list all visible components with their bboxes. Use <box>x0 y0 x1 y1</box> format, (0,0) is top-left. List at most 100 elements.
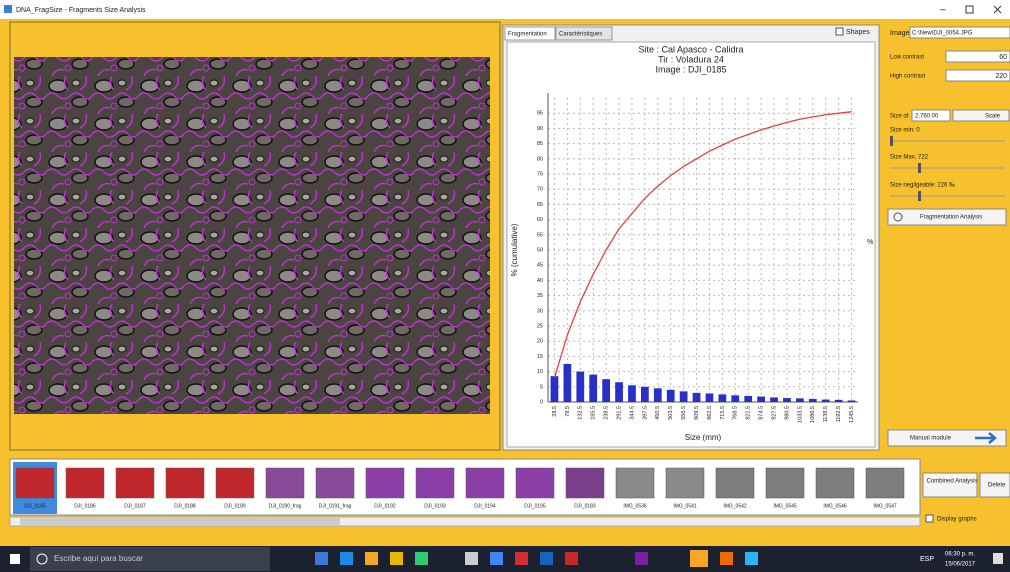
bar <box>628 385 636 402</box>
fragment-image <box>14 57 490 414</box>
label: Size negligeable: 226 ‰ <box>890 183 955 189</box>
thumbnail[interactable] <box>816 468 854 498</box>
y-tick-label: 30 <box>537 308 543 314</box>
y-tick-label: 25 <box>537 323 543 329</box>
bar <box>809 399 817 402</box>
thumbnail[interactable] <box>516 468 554 498</box>
x-tick-label: 980.5 <box>784 406 790 420</box>
button-label: Delete <box>988 483 1006 489</box>
label: Low contrast <box>890 55 924 61</box>
bar <box>667 390 675 402</box>
bar <box>641 387 649 402</box>
bar <box>576 372 584 402</box>
low-contrast-value: 60 <box>999 54 1007 61</box>
bar <box>757 397 765 402</box>
shapes-label: Shapes <box>846 29 870 36</box>
bar <box>796 398 804 402</box>
y-tick-label: 35 <box>537 293 543 299</box>
bar <box>835 400 843 402</box>
thumbnail[interactable] <box>316 468 354 498</box>
y-tick-label: 50 <box>537 247 543 253</box>
x-tick-label: 1139.5 <box>823 406 829 422</box>
combined-button[interactable] <box>923 473 977 497</box>
bar <box>770 397 778 402</box>
thumbnail[interactable] <box>616 468 654 498</box>
high-contrast-value: 220 <box>995 73 1007 80</box>
checkbox-label: Display graphs <box>937 517 977 523</box>
x-tick-label: 1086.5 <box>810 406 816 423</box>
bar <box>564 364 572 402</box>
x-tick-label: 185.5 <box>591 406 597 420</box>
thumbnail[interactable] <box>216 468 254 498</box>
thumbnail[interactable] <box>466 468 504 498</box>
thumbnail-label: IMG_0542 <box>723 503 747 509</box>
thumbnail[interactable] <box>766 468 804 498</box>
size-value: 2.760.00 <box>915 114 939 120</box>
y-tick-label: 75 <box>537 171 543 177</box>
search-text: Escribe aquí para buscar <box>54 554 143 563</box>
x-tick-label: 927.5 <box>771 406 777 420</box>
slider-thumb[interactable] <box>918 163 921 173</box>
y-tick-label: 95 <box>537 111 543 117</box>
slider-thumb[interactable] <box>918 191 921 201</box>
x-tick-label: 78.5 <box>565 406 571 417</box>
chart-title: Tir : Voladura 24 <box>658 54 724 64</box>
minimize[interactable]: – <box>940 5 946 16</box>
thumbnail-label: IMG_0547 <box>873 503 897 509</box>
x-tick-label: 450.5 <box>655 406 661 420</box>
bar <box>551 376 559 402</box>
app-icon <box>4 5 12 13</box>
x-tick-label: 662.5 <box>707 406 713 420</box>
thumbnail[interactable] <box>416 468 454 498</box>
thumbnail[interactable] <box>366 468 404 498</box>
thumbnail[interactable] <box>166 468 204 498</box>
x-tick-label: 291.5 <box>616 406 622 420</box>
thumbnail[interactable] <box>566 468 604 498</box>
y-tick-label: 15 <box>537 354 543 360</box>
bar <box>848 400 856 402</box>
x-tick-label: 1033.5 <box>797 406 803 423</box>
thumbnail[interactable] <box>116 468 154 498</box>
notifications[interactable] <box>993 553 1003 564</box>
display-checkbox[interactable] <box>926 515 933 522</box>
bar <box>744 396 752 402</box>
button-label: Manual module <box>910 436 952 442</box>
bar <box>706 393 714 402</box>
slider-thumb[interactable] <box>890 136 893 146</box>
thumbnail-label: DJI_0187 <box>124 503 146 509</box>
thumbnail-label: DJI_0191_frag <box>319 503 352 509</box>
y-tick-label: 60 <box>537 217 543 223</box>
bar <box>822 400 830 402</box>
bar <box>719 394 727 402</box>
thumbnail-label: IMG_0541 <box>673 503 697 509</box>
chart-area <box>507 42 875 447</box>
shapes-checkbox[interactable] <box>836 28 843 35</box>
screen: DNA_FragSize - Fragments Size Analysis –… <box>0 0 1010 572</box>
thumbnail-label: DJI_0183 <box>574 503 596 509</box>
button-label: Combined Analysis <box>926 479 977 485</box>
y-axis-label: % (cumulative) <box>510 223 519 276</box>
x-tick-label: 344.5 <box>629 406 635 420</box>
start-button[interactable] <box>10 554 20 564</box>
thumbnail[interactable] <box>16 468 54 498</box>
y-tick-label: 5 <box>540 384 543 390</box>
thumbnail[interactable] <box>266 468 304 498</box>
window-title: DNA_FragSize - Fragments Size Analysis <box>16 7 146 14</box>
thumbnail-label: IMG_0536 <box>623 503 647 509</box>
button-label: Fragmentation Analysis <box>920 215 982 221</box>
thumbnail-label: DJI_0188 <box>174 503 196 509</box>
scale-button[interactable] <box>953 110 1009 121</box>
label: Size of <box>890 114 909 120</box>
image-path: C:\New\DJI_0054.JPG <box>912 31 973 37</box>
x-tick-label: 1192.5 <box>836 406 842 422</box>
x-tick-label: 1245.5 <box>849 406 855 423</box>
thumbnail[interactable] <box>66 468 104 498</box>
x-tick-label: 609.5 <box>694 406 700 420</box>
thumbnail[interactable] <box>716 468 754 498</box>
date: 15/06/2017 <box>945 562 976 568</box>
scroll-thumb[interactable] <box>20 518 340 525</box>
label: High contrast <box>890 74 926 80</box>
thumbnail[interactable] <box>666 468 704 498</box>
label: Size min: 0 <box>890 128 920 134</box>
thumbnail[interactable] <box>866 468 904 498</box>
